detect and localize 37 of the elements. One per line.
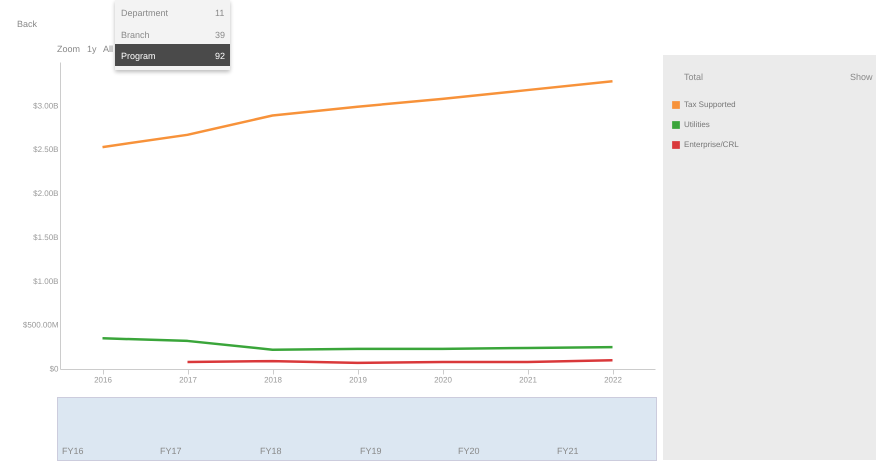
x-tick-label: 2018 [264,376,282,384]
x-tick-label: 2022 [604,376,622,384]
y-tick-label: $1.50B [33,232,58,242]
legend-label: Enterprise/CRL [684,140,740,149]
y-tick-label: $500.00M [22,320,59,330]
text: Department [121,8,168,18]
text: FY17 [160,446,182,456]
x-tick-label: 2016 [94,376,112,384]
text: Program [121,51,156,61]
y-tick-label: $1.00B [33,276,58,286]
y-tick-label: $3.00B [33,101,58,110]
text: FY20 [458,446,480,456]
legend-label: Tax Supported [684,100,736,109]
text: 11 [215,8,224,18]
text: Back [17,19,38,29]
y-tick-label: $0 [50,364,60,374]
text: Zoom [57,44,80,54]
line-series [101,337,614,351]
text: FY18 [260,446,282,456]
text: 39 [215,30,226,40]
y-tick-label: $2.50B [33,145,58,154]
text: FY16 [62,446,84,456]
text: Show [850,72,873,82]
text: 92 [215,51,226,61]
text: Total [684,72,704,82]
x-tick-label: 2017 [179,376,198,384]
legend-label: Utilities [684,120,710,129]
x-tick-label: 2019 [349,376,368,384]
text: 1y [87,44,97,54]
y-tick-label: $2.00B [33,189,58,198]
text: All [103,44,114,54]
text: FY21 [557,446,579,456]
text: Branch [121,30,150,40]
x-tick-label: 2021 [519,376,538,384]
text: FY19 [360,446,382,456]
x-tick-label: 2020 [434,376,452,384]
line-series [101,80,614,148]
